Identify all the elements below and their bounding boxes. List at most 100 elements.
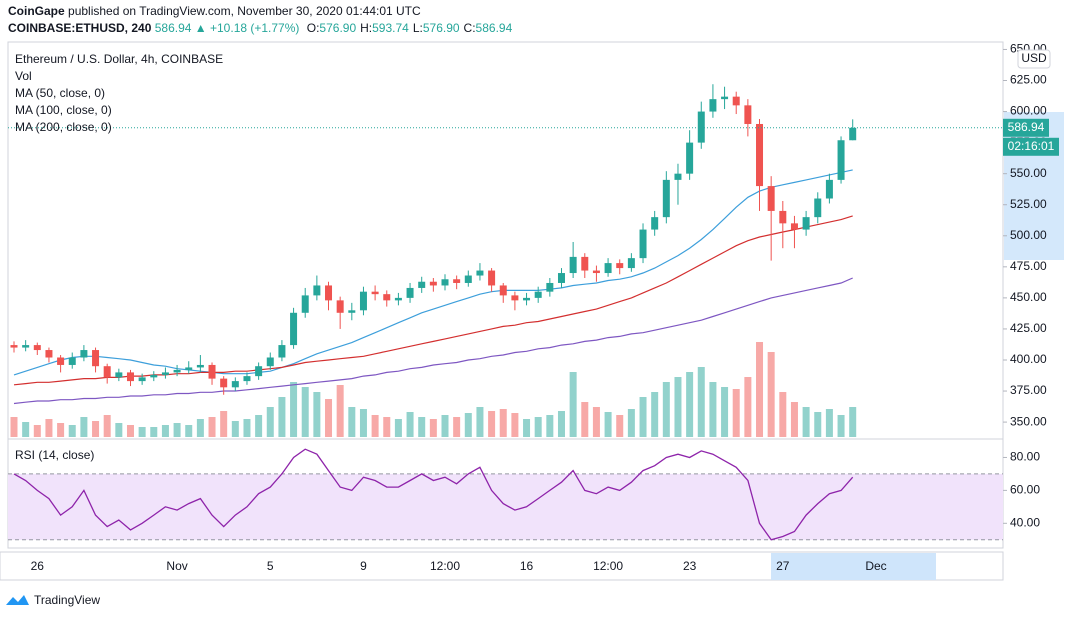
ma-legend: MA (100, close, 0)	[15, 103, 112, 117]
candle-body	[126, 372, 134, 382]
rsi-tick-label: 80.00	[1010, 450, 1040, 464]
volume-bar	[686, 372, 694, 437]
ohlc-value: 593.74	[372, 21, 409, 35]
candle-body	[814, 198, 822, 218]
candle-body	[464, 275, 472, 283]
volume-bar	[825, 409, 833, 437]
rsi-tick-label: 60.00	[1010, 483, 1040, 497]
volume-bar	[429, 419, 437, 437]
volume-bar	[406, 412, 414, 437]
candle-body	[255, 366, 263, 377]
candle-body	[557, 273, 565, 283]
rsi-band	[8, 473, 1003, 540]
volume-bar	[161, 425, 169, 437]
candle-body	[33, 345, 41, 351]
y-tick-label: 500.00	[1010, 228, 1047, 242]
volume-bar	[57, 423, 65, 437]
y-tick-label: 400.00	[1010, 352, 1047, 366]
candle-body	[616, 263, 624, 269]
volume-bar	[662, 382, 670, 437]
candle-body	[138, 377, 146, 382]
brand-logo	[6, 595, 29, 605]
rsi-legend: RSI (14, close)	[15, 448, 94, 462]
ohlc: O:576.90 H:593.74 L:576.90 C:586.94	[303, 21, 513, 35]
volume-bar	[196, 419, 204, 437]
candle-body	[453, 279, 461, 283]
candle-body	[266, 357, 274, 367]
x-tick-label: 27	[776, 559, 790, 573]
candle-body	[185, 367, 193, 370]
candle-body	[115, 372, 123, 378]
ma-line	[13, 215, 853, 386]
rsi-tick-label: 40.00	[1010, 515, 1040, 529]
volume-bar	[523, 419, 531, 437]
volume-bar	[325, 399, 333, 437]
rsi-layer	[8, 448, 1003, 541]
candle-body	[80, 350, 88, 358]
candle-body	[278, 345, 286, 358]
candle-body	[523, 297, 531, 301]
y-tick-label: 550.00	[1010, 166, 1047, 180]
volume-bar	[488, 411, 496, 437]
last-price: 586.94	[154, 21, 192, 35]
candle-body	[348, 310, 356, 313]
candle-body	[208, 364, 216, 379]
candle-body	[744, 105, 752, 124]
candle-body	[371, 291, 379, 295]
volume-bar	[499, 409, 507, 437]
candle-body	[150, 374, 158, 378]
candle-body	[709, 99, 717, 112]
volume-bar	[744, 377, 752, 437]
volume-bar	[138, 427, 146, 437]
candle-body	[103, 366, 111, 378]
candle-body	[511, 295, 519, 301]
candle-body	[732, 96, 740, 106]
volume-bar	[604, 412, 612, 437]
volume-bar	[92, 421, 100, 437]
volume-bar	[546, 415, 554, 437]
volume-bar	[639, 397, 647, 437]
x-tick-label: Nov	[166, 559, 187, 573]
candle-body	[45, 350, 53, 358]
volume-legend: Vol	[15, 69, 32, 83]
candle-body	[569, 256, 577, 274]
candle-body	[383, 294, 391, 301]
volume-bar	[68, 425, 76, 437]
candle-body	[779, 210, 787, 224]
volume-bar	[278, 397, 286, 437]
volume-bar	[313, 392, 321, 437]
x-tick-label: 16	[520, 559, 534, 573]
candle-body	[231, 381, 239, 388]
candle-body	[627, 258, 635, 269]
volume-bar	[756, 342, 764, 437]
ma-legend: MA (200, close, 0)	[15, 120, 112, 134]
candle-body	[22, 345, 30, 348]
candle-body	[756, 123, 764, 187]
plot-frame	[7, 41, 1004, 549]
volume-bar	[115, 423, 123, 437]
currency-label: USD	[1021, 51, 1047, 65]
volume-bar	[359, 409, 367, 437]
candle-body	[336, 300, 344, 313]
candle-body	[92, 350, 100, 367]
x-tick-label: Dec	[865, 559, 886, 573]
volume-bar	[243, 419, 251, 437]
ohlc-value: 576.90	[319, 21, 357, 35]
publish-line: CoinGape published on TradingView.com, N…	[8, 4, 421, 18]
volume-bar	[348, 407, 356, 437]
ohlc-value: 576.90	[422, 21, 460, 35]
price-layer	[8, 84, 1003, 405]
candle-body	[243, 376, 251, 382]
volume-bar	[336, 385, 344, 437]
volume-bar	[173, 423, 181, 437]
candle-body	[721, 96, 729, 100]
candle-body	[290, 312, 298, 346]
volume-bar	[790, 402, 798, 437]
volume-bar	[581, 402, 589, 437]
countdown-label: 02:16:01	[1008, 139, 1055, 153]
volume-bar	[441, 415, 449, 437]
candle-body	[604, 263, 612, 274]
y-tick-label: 350.00	[1010, 414, 1047, 428]
